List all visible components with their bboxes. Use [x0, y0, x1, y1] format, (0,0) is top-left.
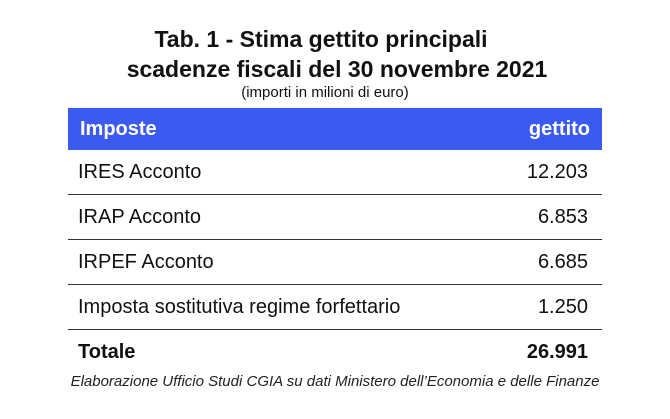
- table-row: IRPEF Acconto 6.685: [68, 240, 602, 285]
- table-title-line1: Tab. 1 - Stima gettito principali: [154, 26, 488, 52]
- row-value: 1.250: [537, 295, 588, 318]
- table-subtitle: (importi in milioni di euro): [241, 84, 409, 101]
- row-label: IRPEF Acconto: [78, 250, 214, 273]
- table-title-line2: scadenze fiscali del 30 novembre 2021: [126, 56, 548, 82]
- table-header: Imposte gettito: [68, 108, 602, 150]
- row-label: IRAP Acconto: [78, 205, 202, 228]
- row-value: 6.685: [537, 250, 588, 273]
- source-note: Elaborazione Ufficio Studi CGIA su dati …: [70, 373, 600, 390]
- table-row: IRAP Acconto 6.853: [68, 195, 602, 240]
- row-value: 12.203: [526, 160, 588, 183]
- row-label: IRES Acconto: [78, 160, 202, 183]
- row-label: Imposta sostitutiva regime forfettario: [78, 295, 401, 318]
- header-gettito: gettito: [528, 117, 590, 140]
- header-imposte: Imposte: [80, 117, 157, 140]
- row-value: 6.853: [537, 205, 588, 228]
- tax-table: Imposte gettito IRES Acconto 12.203 IRAP…: [68, 108, 602, 374]
- table-row: Imposta sostitutiva regime forfettario 1…: [68, 285, 602, 330]
- title-block: Tab. 1 - Stima gettito principali scaden…: [0, 24, 670, 102]
- total-label: Totale: [78, 340, 136, 363]
- total-value: 26.991: [526, 340, 588, 363]
- total-row: Totale 26.991: [68, 330, 602, 374]
- table-row: IRES Acconto 12.203: [68, 150, 602, 195]
